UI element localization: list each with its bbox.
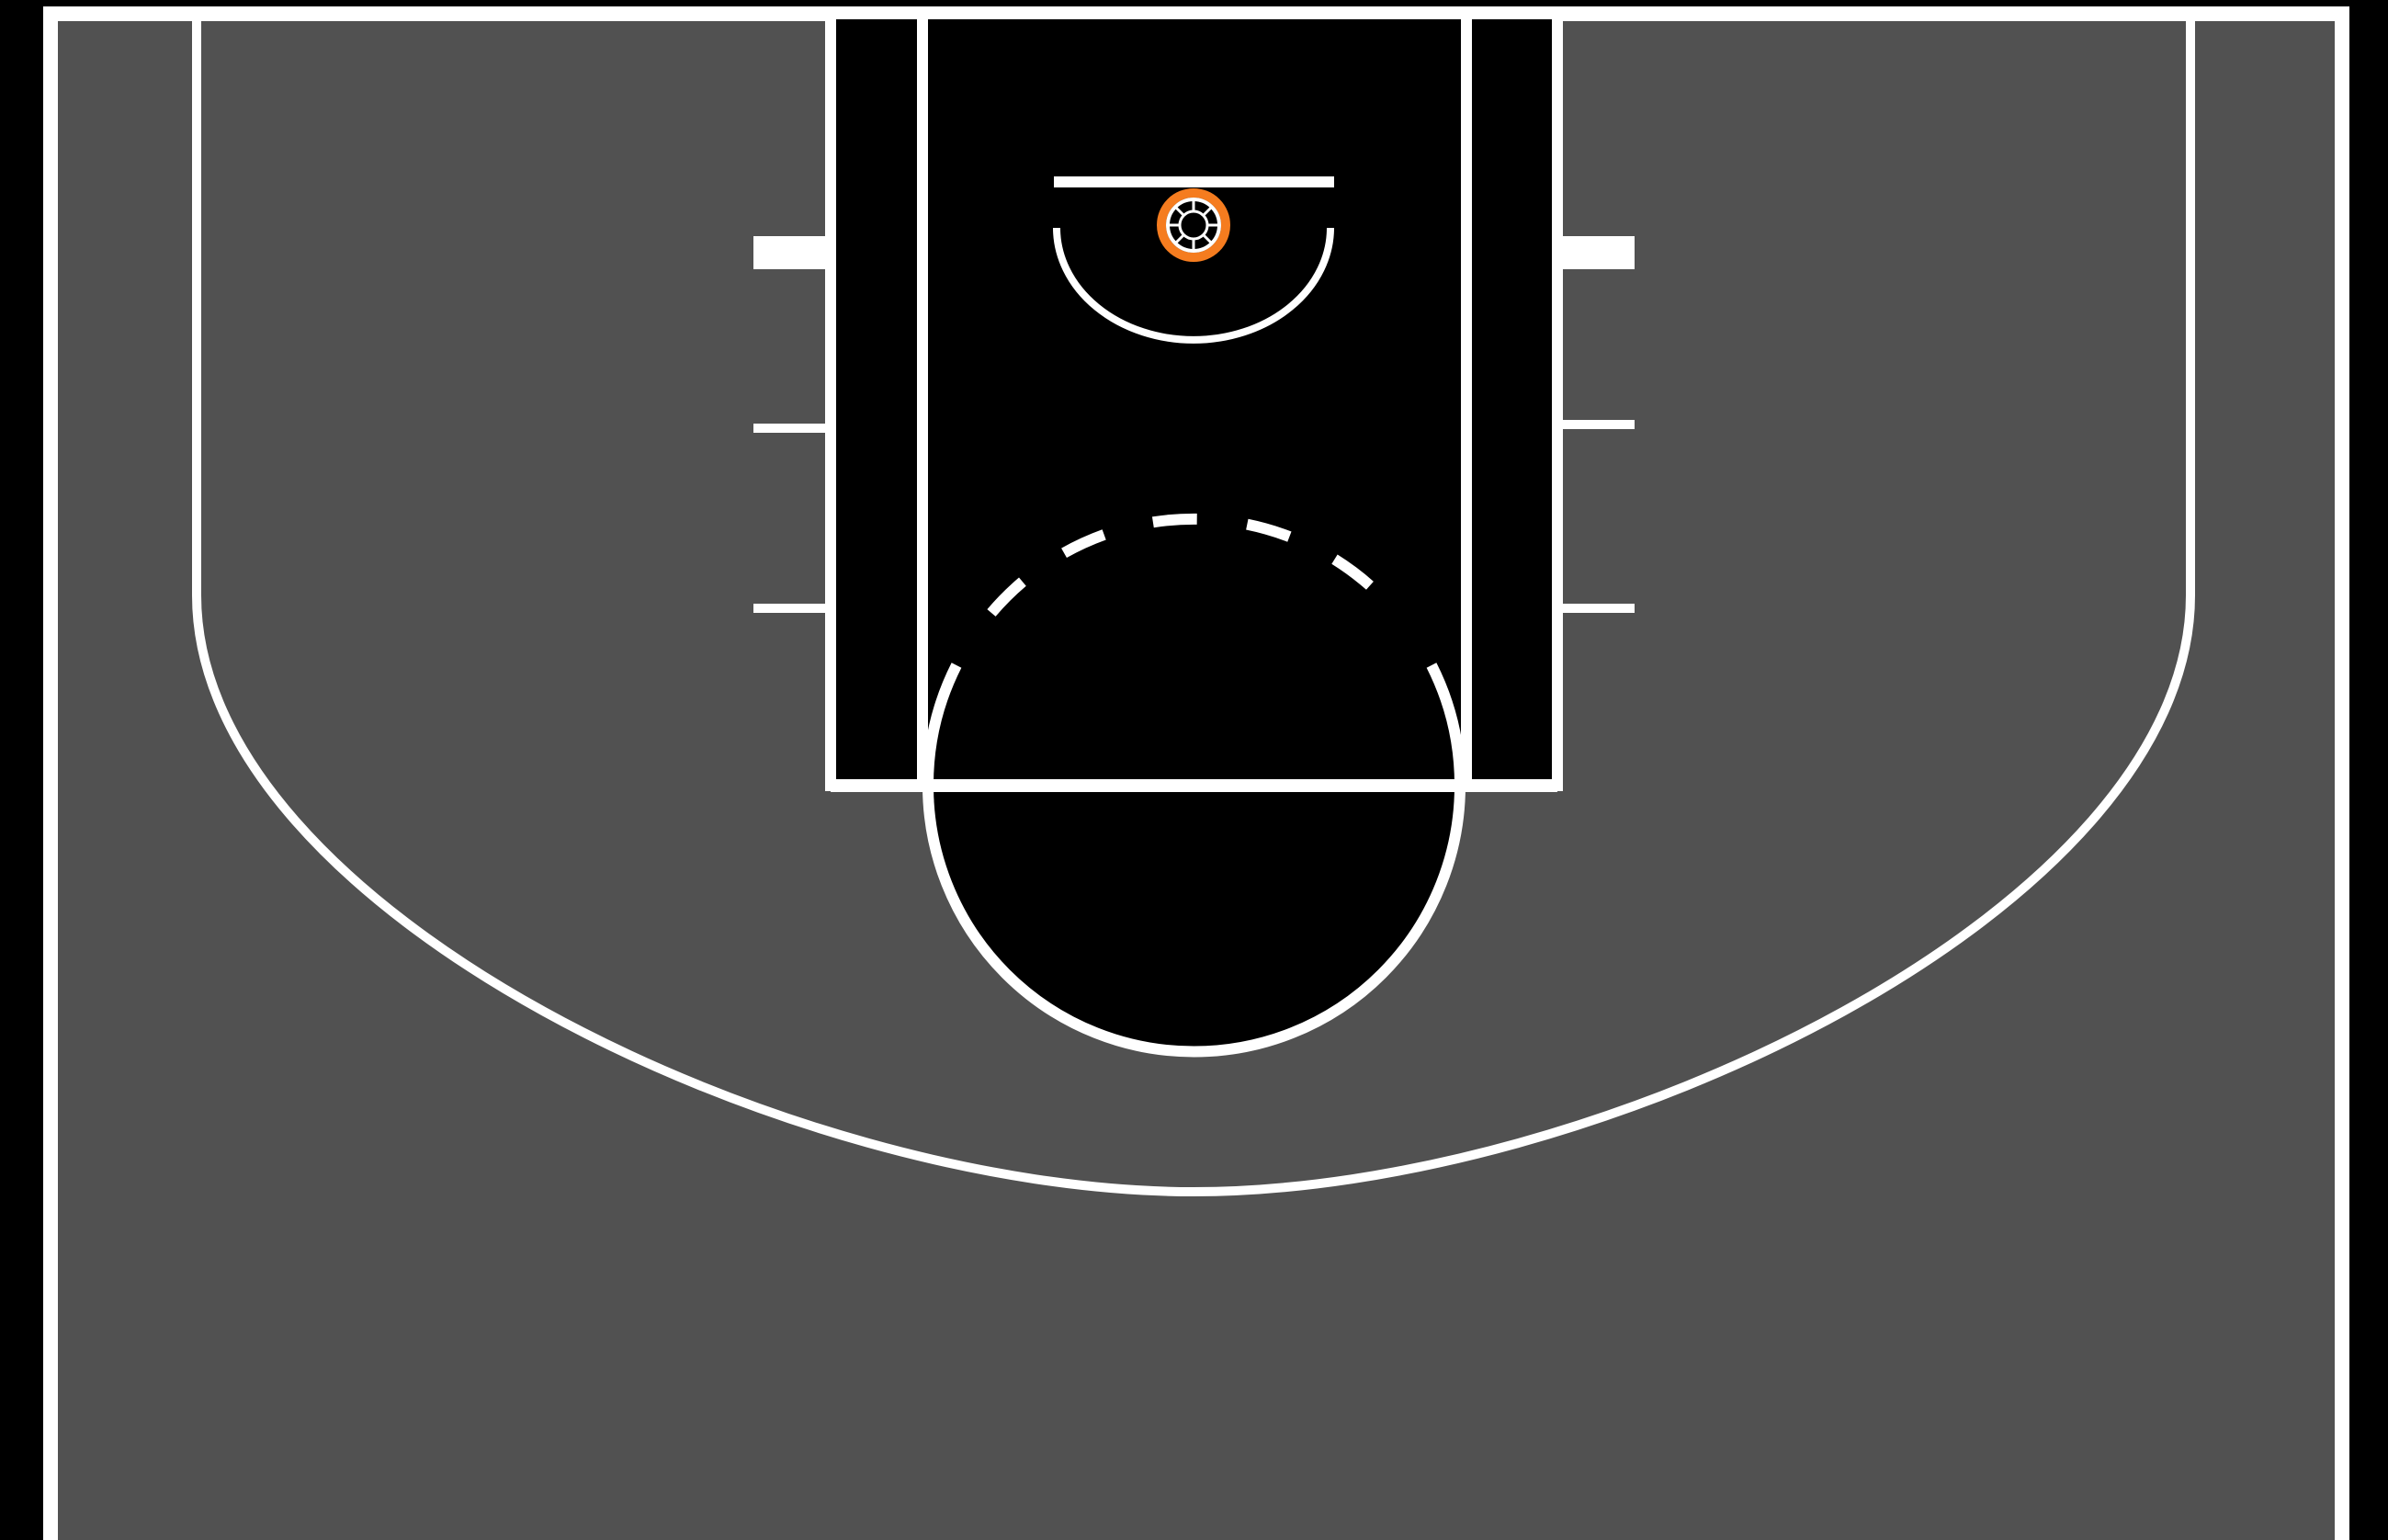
free-throw-circle-upper-dashed [987,513,1401,617]
lane-block-left [753,236,831,269]
restricted-area-arc [1053,227,1334,344]
free-throw-circle-lower-line [922,785,1466,1058]
free-throw-circle-upper-solid-right [1426,662,1466,787]
free-throw-circle-lower [928,786,1460,1052]
three-point-line [192,14,2195,1197]
rim [1157,188,1230,262]
lane [831,14,1557,786]
lane-block-right [1557,236,1635,269]
basket [1157,188,1230,262]
net-strands [1168,199,1219,251]
free-throw-circle-upper-solid-left [922,662,962,787]
